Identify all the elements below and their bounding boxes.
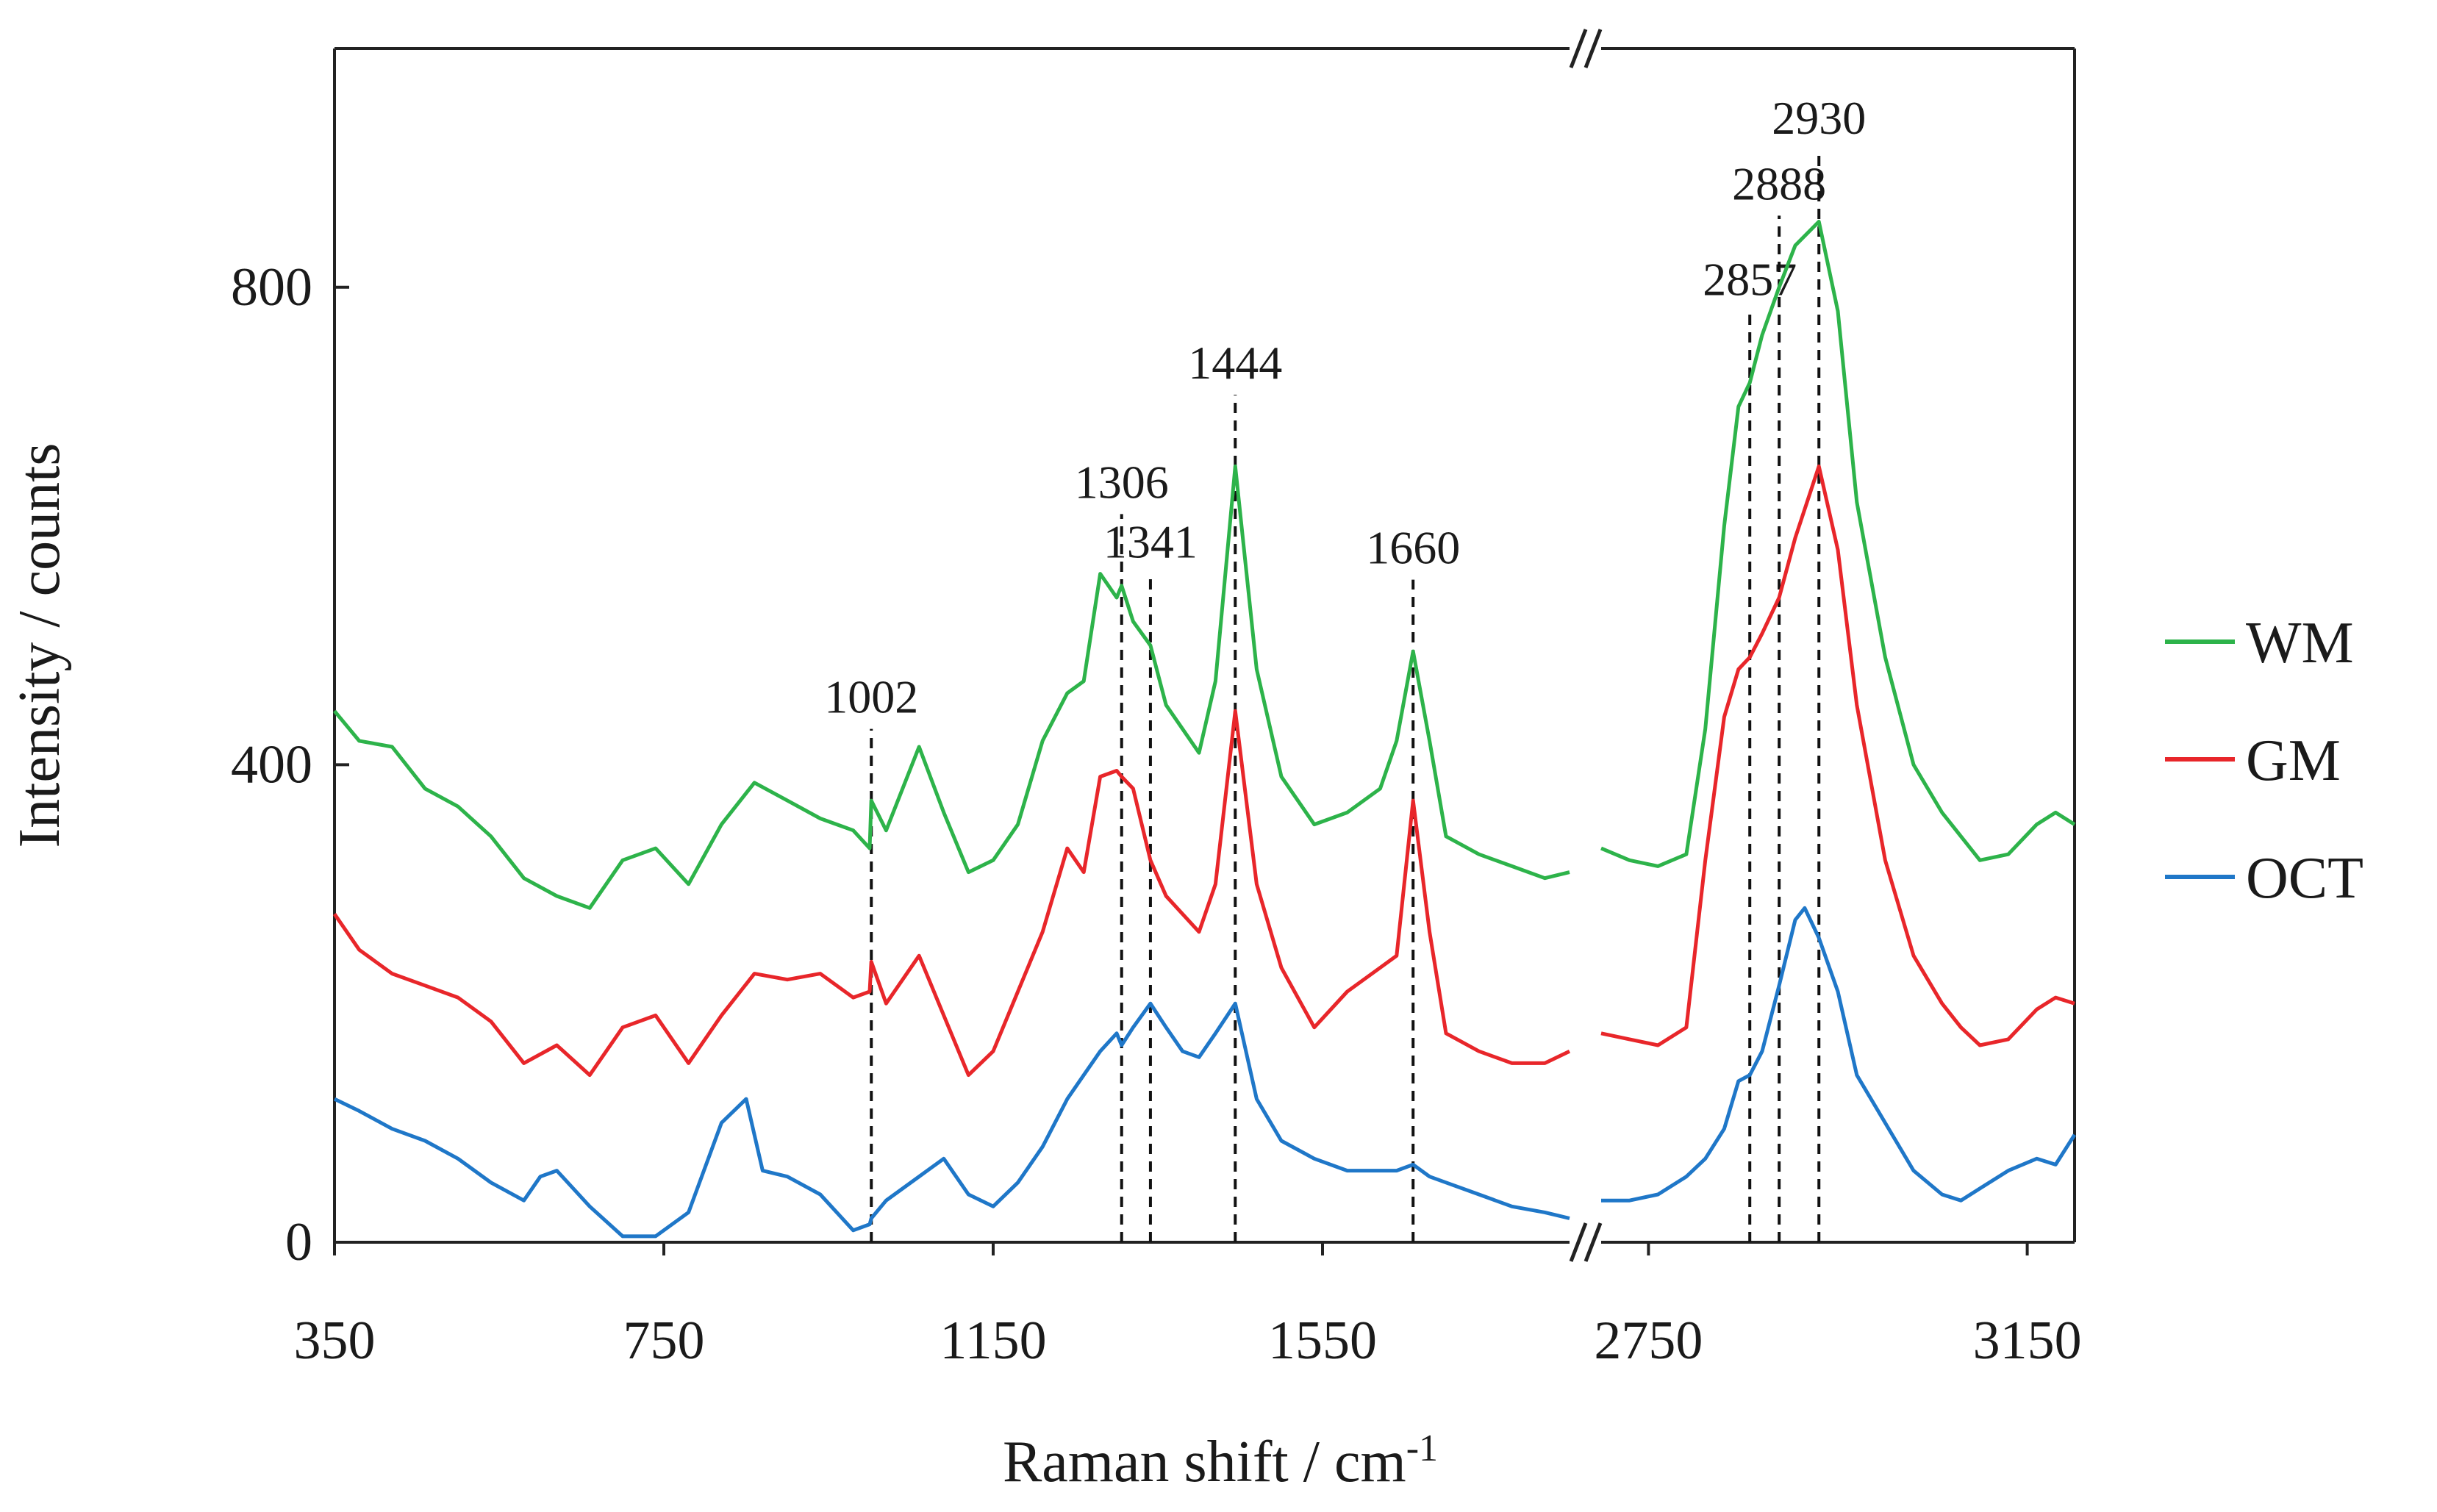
axis-break-slash <box>1583 29 1603 68</box>
y-tick-label: 400 <box>231 734 312 795</box>
peak-label: 1660 <box>1366 522 1460 574</box>
x-tick-label: 3150 <box>1973 1311 2082 1371</box>
y-ticks: 0 400 800 <box>231 257 349 1272</box>
peak-label: 2888 <box>1732 157 1826 209</box>
series-line-oct <box>333 1001 1570 1239</box>
y-axis-title: Intensity / counts <box>7 443 72 848</box>
plot-frame <box>333 47 2076 1244</box>
x-tick-label: 350 <box>294 1311 376 1371</box>
y-tick-label: 800 <box>231 257 312 318</box>
axis-break-slash <box>1583 1222 1603 1262</box>
axis-break-bottom <box>1569 1222 1603 1262</box>
peak-label: 1341 <box>1103 516 1198 568</box>
series-line-gm <box>332 709 1571 1078</box>
series-line-wm <box>1600 220 2076 868</box>
series-line-wm <box>333 464 1570 910</box>
x-axis-title-superscript: -1 <box>1406 1427 1438 1469</box>
legend-label-gm: GM <box>2246 728 2341 793</box>
spectrum-lines <box>332 220 2077 1239</box>
peak-label: 1306 <box>1075 456 1169 508</box>
y-tick-label: 0 <box>285 1212 312 1272</box>
x-axis-title: Raman shift / cm-1 <box>1003 1427 1438 1494</box>
series-line-oct <box>1601 906 2077 1203</box>
peak-label: 1444 <box>1188 337 1282 389</box>
x-axis-title-text: Raman shift / cm <box>1003 1430 1406 1494</box>
peak-label: 2930 <box>1772 92 1866 144</box>
legend-label-wm: WM <box>2246 611 2354 676</box>
axis-break-top <box>1569 29 1603 68</box>
x-ticks: 350 750 1150 1550 2750 3150 <box>294 1242 2082 1371</box>
x-tick-label: 1550 <box>1268 1311 1377 1371</box>
x-tick-label: 2750 <box>1594 1311 1703 1371</box>
x-tick-label: 750 <box>623 1311 705 1371</box>
legend-label-oct: OCT <box>2246 846 2363 911</box>
x-tick-label: 1150 <box>940 1311 1046 1371</box>
series-line-gm <box>1600 464 2075 1047</box>
peak-label: 1002 <box>824 671 918 723</box>
axis-break-slash <box>1569 29 1588 68</box>
axis-break-slash <box>1569 1222 1588 1262</box>
legend: WM GM OCT <box>2165 611 2363 911</box>
